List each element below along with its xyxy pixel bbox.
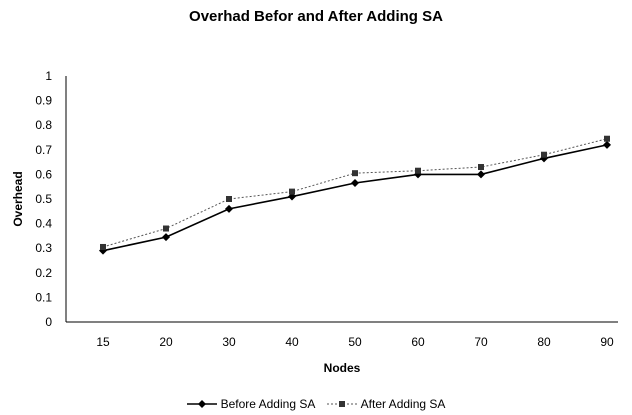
x-axis-title: Nodes (324, 361, 361, 375)
y-tick-label: 0.6 (35, 167, 52, 181)
y-axis-title: Overhead (11, 171, 25, 226)
x-tick-label: 30 (222, 335, 236, 349)
data-point-before (351, 179, 359, 188)
y-tick-label: 0.9 (35, 94, 52, 108)
data-point-before (162, 233, 170, 242)
y-tick-label: 0 (45, 315, 52, 329)
x-tick-label: 20 (159, 335, 173, 349)
x-tick-label: 15 (96, 335, 110, 349)
x-tick-label: 90 (600, 335, 614, 349)
y-tick-label: 0.7 (35, 143, 52, 157)
series-line-before (102, 144, 608, 252)
chart-title: Overhad Befor and After Adding SA (189, 8, 443, 25)
x-tick-label: 50 (348, 335, 362, 349)
legend-label-before: Before Adding SA (220, 397, 316, 411)
legend-label-after: After Adding SA (360, 397, 446, 411)
data-point-after (478, 164, 484, 171)
x-tick-label: 40 (285, 335, 299, 349)
x-tick-label: 70 (474, 335, 488, 349)
x-tick-label: 80 (537, 335, 551, 349)
data-point-after (352, 170, 358, 177)
y-tick-label: 0.8 (35, 118, 52, 132)
data-point-before (477, 170, 485, 179)
legend-item-before: Before Adding SA (186, 397, 316, 411)
data-point-after (289, 188, 295, 195)
data-point-after (226, 196, 232, 202)
y-tick-label: 0.2 (35, 266, 52, 280)
data-point-after (415, 167, 421, 174)
legend-swatch-before (186, 400, 217, 408)
y-tick-label: 0.3 (35, 241, 52, 255)
legend-item-after: After Adding SA (326, 397, 446, 411)
data-point-after (604, 135, 610, 142)
data-point-before (225, 204, 233, 213)
y-tick-label: 0.4 (35, 217, 52, 231)
data-point-after (100, 243, 106, 250)
data-point-after (163, 225, 169, 232)
legend-swatch-after (326, 401, 357, 407)
legend: Before Adding SA After Adding SA (0, 397, 632, 412)
x-tick-label: 60 (411, 335, 425, 349)
data-point-before (603, 140, 611, 149)
y-tick-label: 0.5 (35, 192, 52, 206)
y-tick-label: 1 (45, 69, 52, 83)
data-point-after (541, 151, 547, 158)
y-tick-label: 0.1 (35, 290, 52, 304)
